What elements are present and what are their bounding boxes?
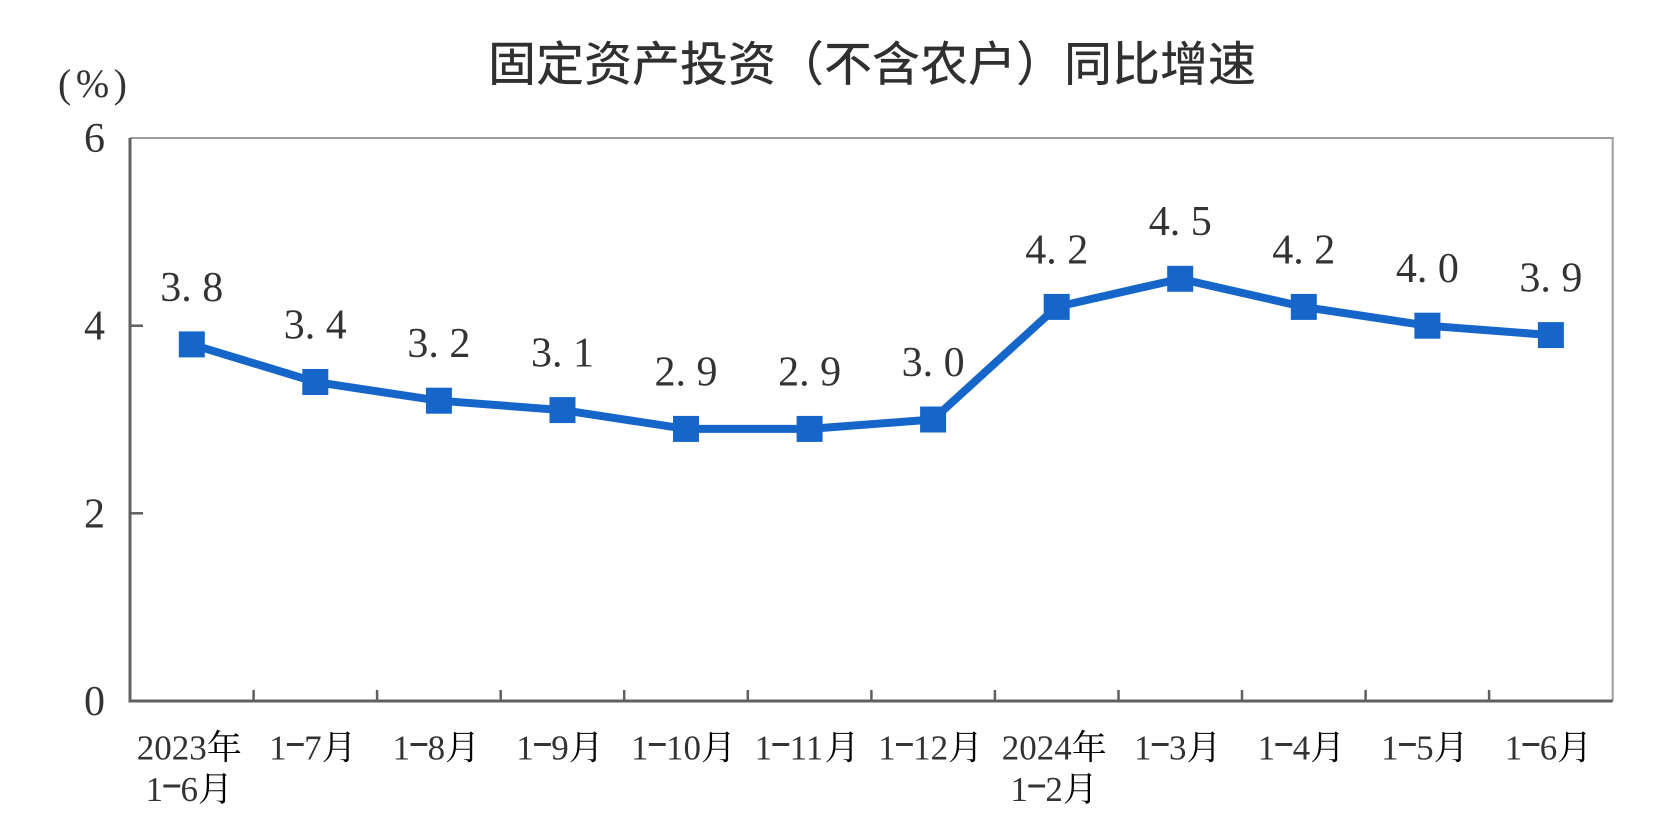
svg-text:11: 11: [790, 729, 824, 768]
svg-text:4. 2: 4. 2: [1272, 227, 1335, 273]
svg-text:3. 0: 3. 0: [902, 340, 965, 386]
svg-text:1: 1: [1258, 729, 1276, 768]
svg-text:4: 4: [84, 304, 105, 350]
svg-text:4. 0: 4. 0: [1396, 246, 1459, 292]
svg-text:6: 6: [84, 116, 105, 162]
svg-text:3. 4: 3. 4: [284, 302, 347, 348]
svg-text:3. 9: 3. 9: [1519, 255, 1582, 301]
svg-text:3. 2: 3. 2: [407, 321, 470, 367]
svg-text:1: 1: [146, 770, 164, 809]
svg-text:7: 7: [304, 729, 322, 768]
svg-text:2. 9: 2. 9: [778, 349, 841, 395]
svg-text:1: 1: [269, 729, 287, 768]
svg-text:1: 1: [631, 729, 649, 768]
svg-text:2024: 2024: [1002, 729, 1072, 768]
svg-text:2. 9: 2. 9: [655, 349, 718, 395]
svg-text:3. 1: 3. 1: [531, 331, 594, 377]
svg-text:12: 12: [913, 729, 948, 768]
svg-text:2023: 2023: [137, 729, 207, 768]
svg-text:1: 1: [1381, 729, 1399, 768]
svg-text:2: 2: [84, 491, 105, 537]
svg-text:1: 1: [1134, 729, 1152, 768]
svg-text:1: 1: [1505, 729, 1523, 768]
svg-text:1: 1: [878, 729, 896, 768]
svg-text:9: 9: [551, 729, 569, 768]
svg-text:6: 6: [1540, 729, 1558, 768]
svg-text:1: 1: [393, 729, 411, 768]
svg-text:(%): (%): [58, 61, 131, 106]
svg-text:6: 6: [181, 770, 199, 809]
svg-text:1: 1: [516, 729, 534, 768]
svg-text:0: 0: [84, 679, 105, 725]
svg-text:4. 2: 4. 2: [1025, 227, 1088, 273]
svg-text:8: 8: [428, 729, 446, 768]
svg-text:5: 5: [1416, 729, 1434, 768]
svg-text:1: 1: [1010, 770, 1028, 809]
svg-text:4. 5: 4. 5: [1149, 199, 1212, 245]
svg-text:3: 3: [1169, 729, 1187, 768]
svg-text:4: 4: [1293, 729, 1311, 768]
svg-text:1: 1: [755, 729, 773, 768]
svg-text:10: 10: [666, 729, 701, 768]
svg-text:3. 8: 3. 8: [160, 265, 223, 311]
svg-text:2: 2: [1045, 770, 1063, 809]
